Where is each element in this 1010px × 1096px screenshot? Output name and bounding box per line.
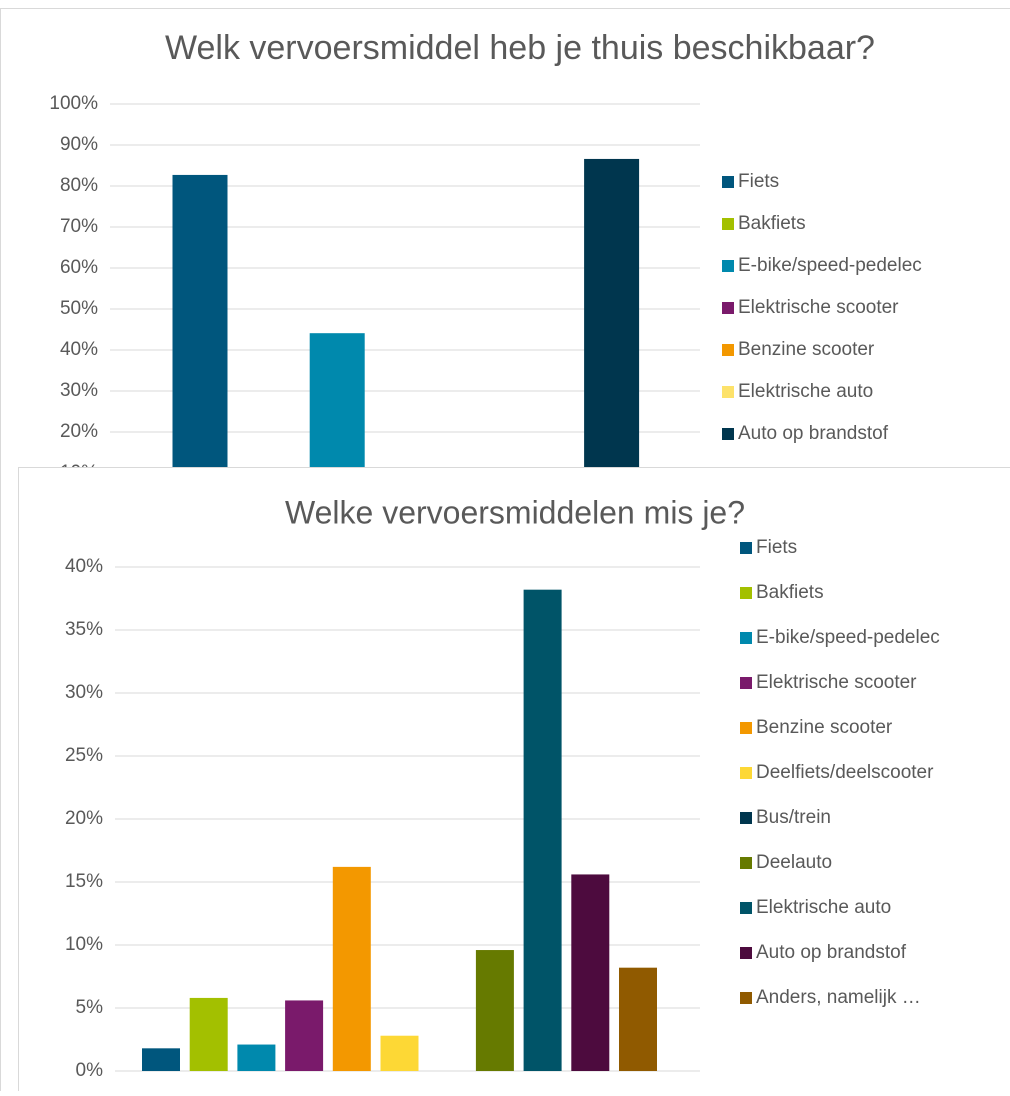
legend-label: Benzine scooter: [756, 717, 893, 738]
bar: [285, 1000, 323, 1071]
y-tick-label: 90%: [60, 134, 98, 155]
y-tick-label: 15%: [65, 871, 103, 892]
legend-swatch: [740, 722, 752, 734]
y-tick-label: 35%: [65, 619, 103, 640]
legend-swatch: [740, 542, 752, 554]
legend-label: E-bike/speed-pedelec: [756, 627, 940, 648]
legend-label: Bakfiets: [756, 582, 824, 603]
y-tick-label: 40%: [60, 339, 98, 360]
y-tick-label: 30%: [65, 682, 103, 703]
legend-swatch: [722, 260, 734, 272]
y-tick-label: 50%: [60, 298, 98, 319]
y-tick-label: 5%: [76, 997, 104, 1018]
legend-label: Elektrische scooter: [738, 297, 899, 318]
legend-label: Fiets: [738, 171, 779, 192]
legend-swatch: [740, 902, 752, 914]
y-tick-label: 20%: [65, 808, 103, 829]
legend-swatch: [722, 386, 734, 398]
bar: [142, 1048, 180, 1071]
y-tick-label: 30%: [60, 380, 98, 401]
chart-title: Welke vervoersmiddelen mis je?: [285, 494, 745, 530]
bar: [524, 590, 562, 1071]
bar: [237, 1045, 275, 1071]
legend-swatch: [722, 428, 734, 440]
y-tick-label: 0%: [76, 1060, 104, 1081]
y-tick-label: 20%: [60, 421, 98, 442]
legend-swatch: [740, 812, 752, 824]
y-tick-label: 100%: [49, 93, 98, 114]
chart-title: Welk vervoersmiddel heb je thuis beschik…: [165, 29, 875, 67]
legend-label: Bakfiets: [738, 213, 806, 234]
y-tick-label: 80%: [60, 175, 98, 196]
legend-swatch: [740, 767, 752, 779]
y-tick-label: 60%: [60, 257, 98, 278]
legend-swatch: [740, 677, 752, 689]
bar: [571, 874, 609, 1071]
legend-label: Auto op brandstof: [738, 423, 889, 444]
legend-label: Fiets: [756, 537, 797, 558]
bar: [619, 968, 657, 1071]
legend-label: Auto op brandstof: [756, 942, 907, 963]
legend-swatch: [722, 176, 734, 188]
legend-label: Elektrische auto: [738, 381, 873, 402]
legend-swatch: [722, 218, 734, 230]
legend-label: Deelfiets/deelscooter: [756, 762, 934, 783]
legend-swatch: [740, 992, 752, 1004]
y-tick-label: 70%: [60, 216, 98, 237]
legend-label: Anders, namelijk …: [756, 987, 921, 1008]
bar: [333, 867, 371, 1071]
y-tick-label: 40%: [65, 556, 103, 577]
y-tick-label: 25%: [65, 745, 103, 766]
legend-label: Benzine scooter: [738, 339, 875, 360]
bar: [381, 1036, 419, 1071]
legend-label: Elektrische scooter: [756, 672, 917, 693]
legend-swatch: [722, 344, 734, 356]
legend-swatch: [740, 632, 752, 644]
y-tick-label: 10%: [65, 934, 103, 955]
bar: [584, 159, 639, 514]
legend-label: E-bike/speed-pedelec: [738, 255, 922, 276]
bar: [476, 950, 514, 1071]
bar: [190, 998, 228, 1071]
legend-swatch: [722, 302, 734, 314]
bar: [173, 175, 228, 514]
legend-label: Deelauto: [756, 852, 832, 873]
legend-swatch: [740, 587, 752, 599]
legend-label: Elektrische auto: [756, 897, 891, 918]
legend-swatch: [740, 947, 752, 959]
legend-swatch: [740, 857, 752, 869]
legend-label: Bus/trein: [756, 807, 831, 828]
